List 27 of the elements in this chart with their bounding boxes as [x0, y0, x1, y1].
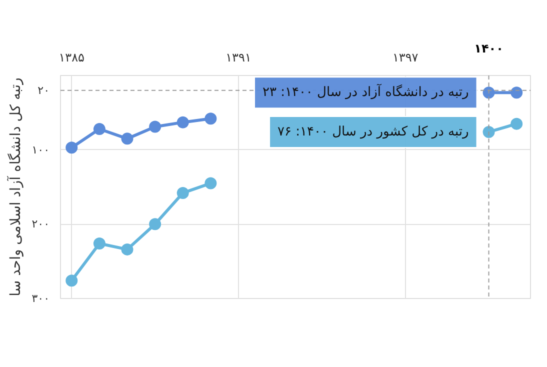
point	[176, 186, 189, 199]
y-axis-title: رتبه کل دانشگاه آزاد اسلامی واحد سا	[6, 78, 24, 296]
point	[66, 274, 78, 287]
x-tick-label: ۱۳۸۵	[58, 50, 85, 64]
y-tick-label: ۳۰۰	[32, 292, 50, 305]
annotation: رتبه در دانشگاه آزاد در سال ۱۴۰۰: ۲۳	[262, 83, 469, 100]
point	[176, 116, 189, 128]
point	[66, 142, 78, 154]
point	[121, 132, 134, 145]
x-tick-label: ۱۳۹۷	[392, 50, 419, 64]
point	[149, 120, 162, 133]
y-tick-label: ۲۰۰	[32, 218, 50, 231]
point	[204, 112, 217, 125]
point	[510, 86, 523, 99]
point	[204, 177, 217, 190]
x-tick-label: ۱۳۹۱	[226, 50, 252, 64]
point	[149, 218, 162, 230]
point	[482, 86, 495, 99]
annotation: رتبه در کل کشور در سال ۱۴۰۰: ۷۶	[278, 124, 469, 140]
point	[482, 126, 495, 138]
point	[93, 123, 106, 136]
ref-line-label: ۱۴۰۰	[474, 42, 504, 56]
point	[121, 243, 134, 256]
ref-line-label: ۲۰	[38, 84, 50, 97]
point	[510, 118, 523, 130]
point	[93, 238, 106, 250]
y-tick-label: ۱۰۰	[32, 143, 50, 156]
